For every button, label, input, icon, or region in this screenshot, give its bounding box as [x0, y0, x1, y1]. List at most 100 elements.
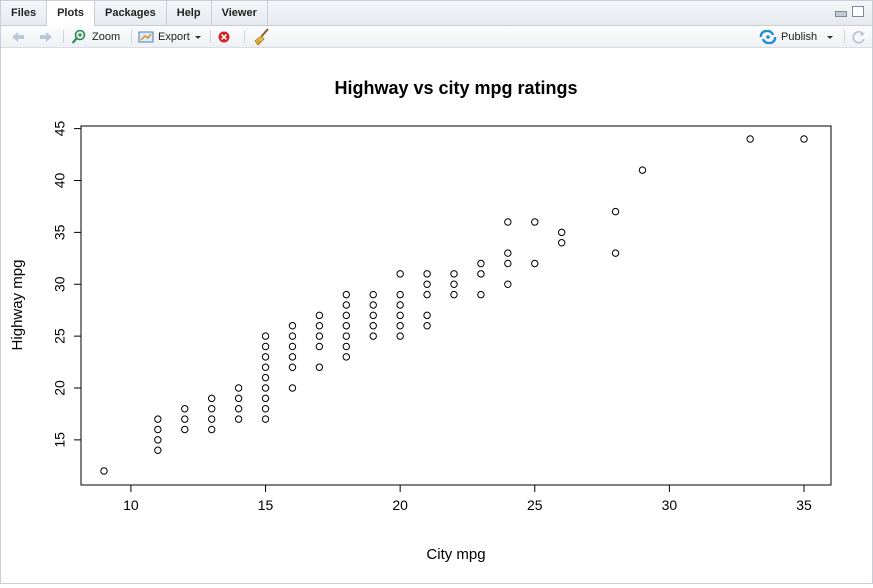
publish-label: Publish — [781, 30, 818, 43]
window-controls — [835, 6, 864, 17]
data-point — [342, 311, 351, 320]
data-point — [369, 301, 377, 309]
data-point — [396, 311, 404, 320]
data-point — [181, 425, 189, 434]
data-point — [638, 166, 647, 174]
data-point — [423, 280, 431, 288]
data-point — [154, 415, 162, 423]
data-point — [261, 353, 270, 361]
data-point — [342, 353, 351, 361]
publish-icon — [759, 29, 777, 44]
data-point — [423, 322, 431, 330]
data-point — [288, 332, 297, 340]
x-tick-label: 10 — [123, 497, 139, 513]
minimize-button[interactable] — [835, 11, 847, 17]
y-tick-label: 15 — [52, 432, 68, 448]
data-point — [342, 332, 351, 340]
data-point — [261, 363, 270, 371]
data-point — [531, 259, 539, 268]
data-point — [342, 342, 351, 351]
data-point — [234, 384, 243, 392]
refresh-button[interactable] — [851, 26, 867, 47]
tabs: Files Plots Packages Help Viewer — [1, 1, 268, 26]
y-tick-label: 40 — [52, 173, 68, 189]
data-point — [234, 394, 243, 403]
publish-button[interactable]: Publish — [759, 26, 837, 47]
x-tick-label: 30 — [662, 497, 678, 513]
data-point — [234, 415, 243, 423]
back-button[interactable] — [10, 26, 26, 47]
data-point — [504, 249, 512, 257]
data-point — [423, 290, 431, 299]
data-point — [396, 332, 404, 340]
data-point — [315, 363, 324, 371]
data-point — [369, 332, 377, 340]
zoom-button[interactable]: Zoom — [71, 26, 120, 47]
arrow-left-icon — [12, 31, 24, 42]
scatter-chart: Highway vs city mpg ratings 10 15 20 25 30 35… — [9, 78, 832, 563]
x-tick-label: 20 — [392, 497, 408, 513]
data-point — [450, 280, 458, 288]
data-point — [423, 270, 431, 278]
data-point — [342, 322, 351, 330]
y-axis-label: Highway mpg — [9, 260, 26, 351]
data-point — [477, 270, 485, 278]
x-axis: 10 15 20 25 30 35 — [123, 484, 812, 513]
data-point — [261, 384, 270, 392]
tab-plots[interactable]: Plots — [47, 1, 95, 26]
data-point — [288, 322, 297, 330]
export-button[interactable]: Export — [138, 26, 203, 47]
toolbar-divider — [844, 30, 845, 43]
data-point — [207, 415, 216, 423]
data-points — [100, 135, 808, 475]
remove-plot-button[interactable] — [217, 26, 231, 47]
data-point — [315, 322, 324, 330]
data-point — [531, 218, 539, 226]
x-tick-label: 15 — [258, 497, 274, 513]
data-point — [423, 311, 431, 320]
tab-files[interactable]: Files — [1, 1, 48, 25]
data-point — [450, 290, 458, 299]
data-point — [288, 342, 297, 351]
data-point — [315, 311, 324, 320]
tab-viewer[interactable]: Viewer — [212, 1, 268, 25]
maximize-button[interactable] — [852, 6, 864, 17]
plot-area: Highway vs city mpg ratings 10 15 20 25 30 35… — [1, 48, 872, 583]
broom-icon — [254, 27, 269, 46]
data-point — [234, 405, 243, 413]
y-axis: 15 20 25 30 35 40 45 — [52, 121, 82, 448]
data-point — [261, 342, 270, 351]
data-point — [504, 259, 512, 268]
data-point — [800, 135, 808, 143]
data-point — [181, 405, 189, 413]
data-point — [369, 311, 377, 320]
x-tick-label: 35 — [796, 497, 812, 513]
forward-button[interactable] — [38, 26, 54, 47]
export-icon — [138, 31, 154, 42]
data-point — [504, 218, 512, 226]
data-point — [207, 425, 216, 434]
data-point — [261, 394, 270, 403]
data-point — [611, 249, 620, 257]
zoom-icon — [71, 29, 86, 44]
data-point — [315, 342, 324, 351]
zoom-label: Zoom — [92, 30, 121, 43]
tab-help[interactable]: Help — [167, 1, 212, 25]
data-point — [261, 373, 270, 382]
toolbar-divider — [244, 30, 245, 43]
data-point — [396, 301, 404, 309]
tab-packages[interactable]: Packages — [95, 1, 167, 25]
data-point — [557, 239, 566, 247]
clear-all-button[interactable] — [252, 26, 270, 47]
plot-box — [80, 125, 832, 486]
data-point — [288, 384, 297, 392]
data-point — [557, 228, 566, 237]
data-point — [342, 290, 351, 299]
arrow-right-icon — [40, 31, 52, 42]
y-tick-label: 20 — [52, 380, 68, 396]
data-point — [477, 259, 485, 268]
toolbar-divider — [131, 30, 132, 43]
data-point — [154, 436, 162, 444]
data-point — [477, 290, 485, 299]
